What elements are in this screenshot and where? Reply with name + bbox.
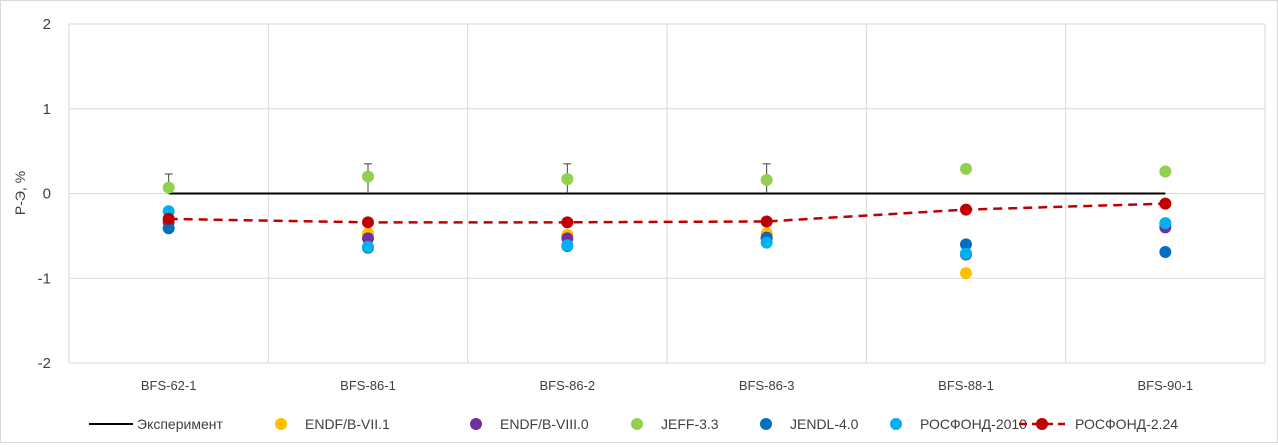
legend-swatch-росфонд-2010 [890,418,902,430]
x-tick-labels: BFS-62-1 BFS-86-1 BFS-86-2 BFS-86-3 BFS-88-1… [141,378,1193,393]
legend-swatch-endf-b-vii-1 [275,418,287,430]
legend-label-росфонд-2-24: РОСФОНД-2.24 [1075,416,1178,432]
data-series [162,162,1172,280]
point-jeff-3-3 [162,181,175,194]
legend-swatch-jeff-3-3 [631,418,643,430]
legend-label-experiment: Эксперимент [137,416,223,432]
x-tick-label: BFS-86-3 [739,378,795,393]
point-росфонд-2-24 [760,215,773,228]
y-axis-title: Р-Э, % [12,171,28,215]
point-jeff-3-3 [362,170,374,183]
y-tick-label: 1 [43,101,51,118]
legend: Эксперимент ENDF/B-VII.1 ENDF/B-VIII.0 JEFF… [89,416,1178,432]
point-jeff-3-3 [760,173,773,186]
legend-label-endf-b-viii-0: ENDF/B-VIII.0 [500,416,589,432]
point-jendl-4-0 [162,222,175,235]
point-jendl-4-0 [1159,245,1172,258]
point-росфонд-2010 [561,239,574,252]
point-росфонд-2-24 [561,216,574,229]
point-росфонд-2-24 [162,212,175,225]
point-jendl-4-0 [960,238,972,251]
y-tick-label: 0 [43,186,51,203]
legend-swatch-jendl-4-0 [760,418,772,430]
point-росфонд-2-24 [960,203,972,216]
y-tick-label: 2 [43,16,51,33]
point-росфонд-2010 [1159,217,1172,230]
legend-swatch-endf-b-viii-0 [470,418,482,430]
legend-label-jeff-3-3: JEFF-3.3 [661,416,719,432]
x-tick-label: BFS-86-1 [340,378,396,393]
y-tick-labels: 2 1 0 -1 -2 [38,16,51,372]
point-endf-b-vii-1 [960,267,972,280]
point-росфонд-2-24 [1159,197,1172,210]
legend-label-jendl-4-0: JENDL-4.0 [790,416,859,432]
point-jeff-3-3 [561,173,574,186]
point-росфонд-2010 [362,240,374,253]
y-tick-label: -1 [38,270,51,287]
legend-label-endf-b-vii-1: ENDF/B-VII.1 [305,416,390,432]
point-jeff-3-3 [1159,165,1172,178]
point-росфонд-2010 [760,236,773,249]
experiment-series [164,163,1166,195]
y-tick-label: -2 [38,355,51,372]
point-росфонд-2010 [960,247,972,260]
point-endf-b-viii-0 [362,232,374,245]
legend-swatch-росфонд-2-24 [1036,418,1048,430]
x-tick-label: BFS-88-1 [938,378,994,393]
series-line-росфонд-2-24 [168,202,1166,224]
x-tick-label: BFS-90-1 [1138,378,1194,393]
point-росфонд-2-24 [362,216,374,229]
legend-label-росфонд-2010: РОСФОНД-2010 [920,416,1027,432]
x-tick-label: BFS-86-2 [540,378,596,393]
x-tick-label: BFS-62-1 [141,378,197,393]
point-jeff-3-3 [960,162,972,175]
